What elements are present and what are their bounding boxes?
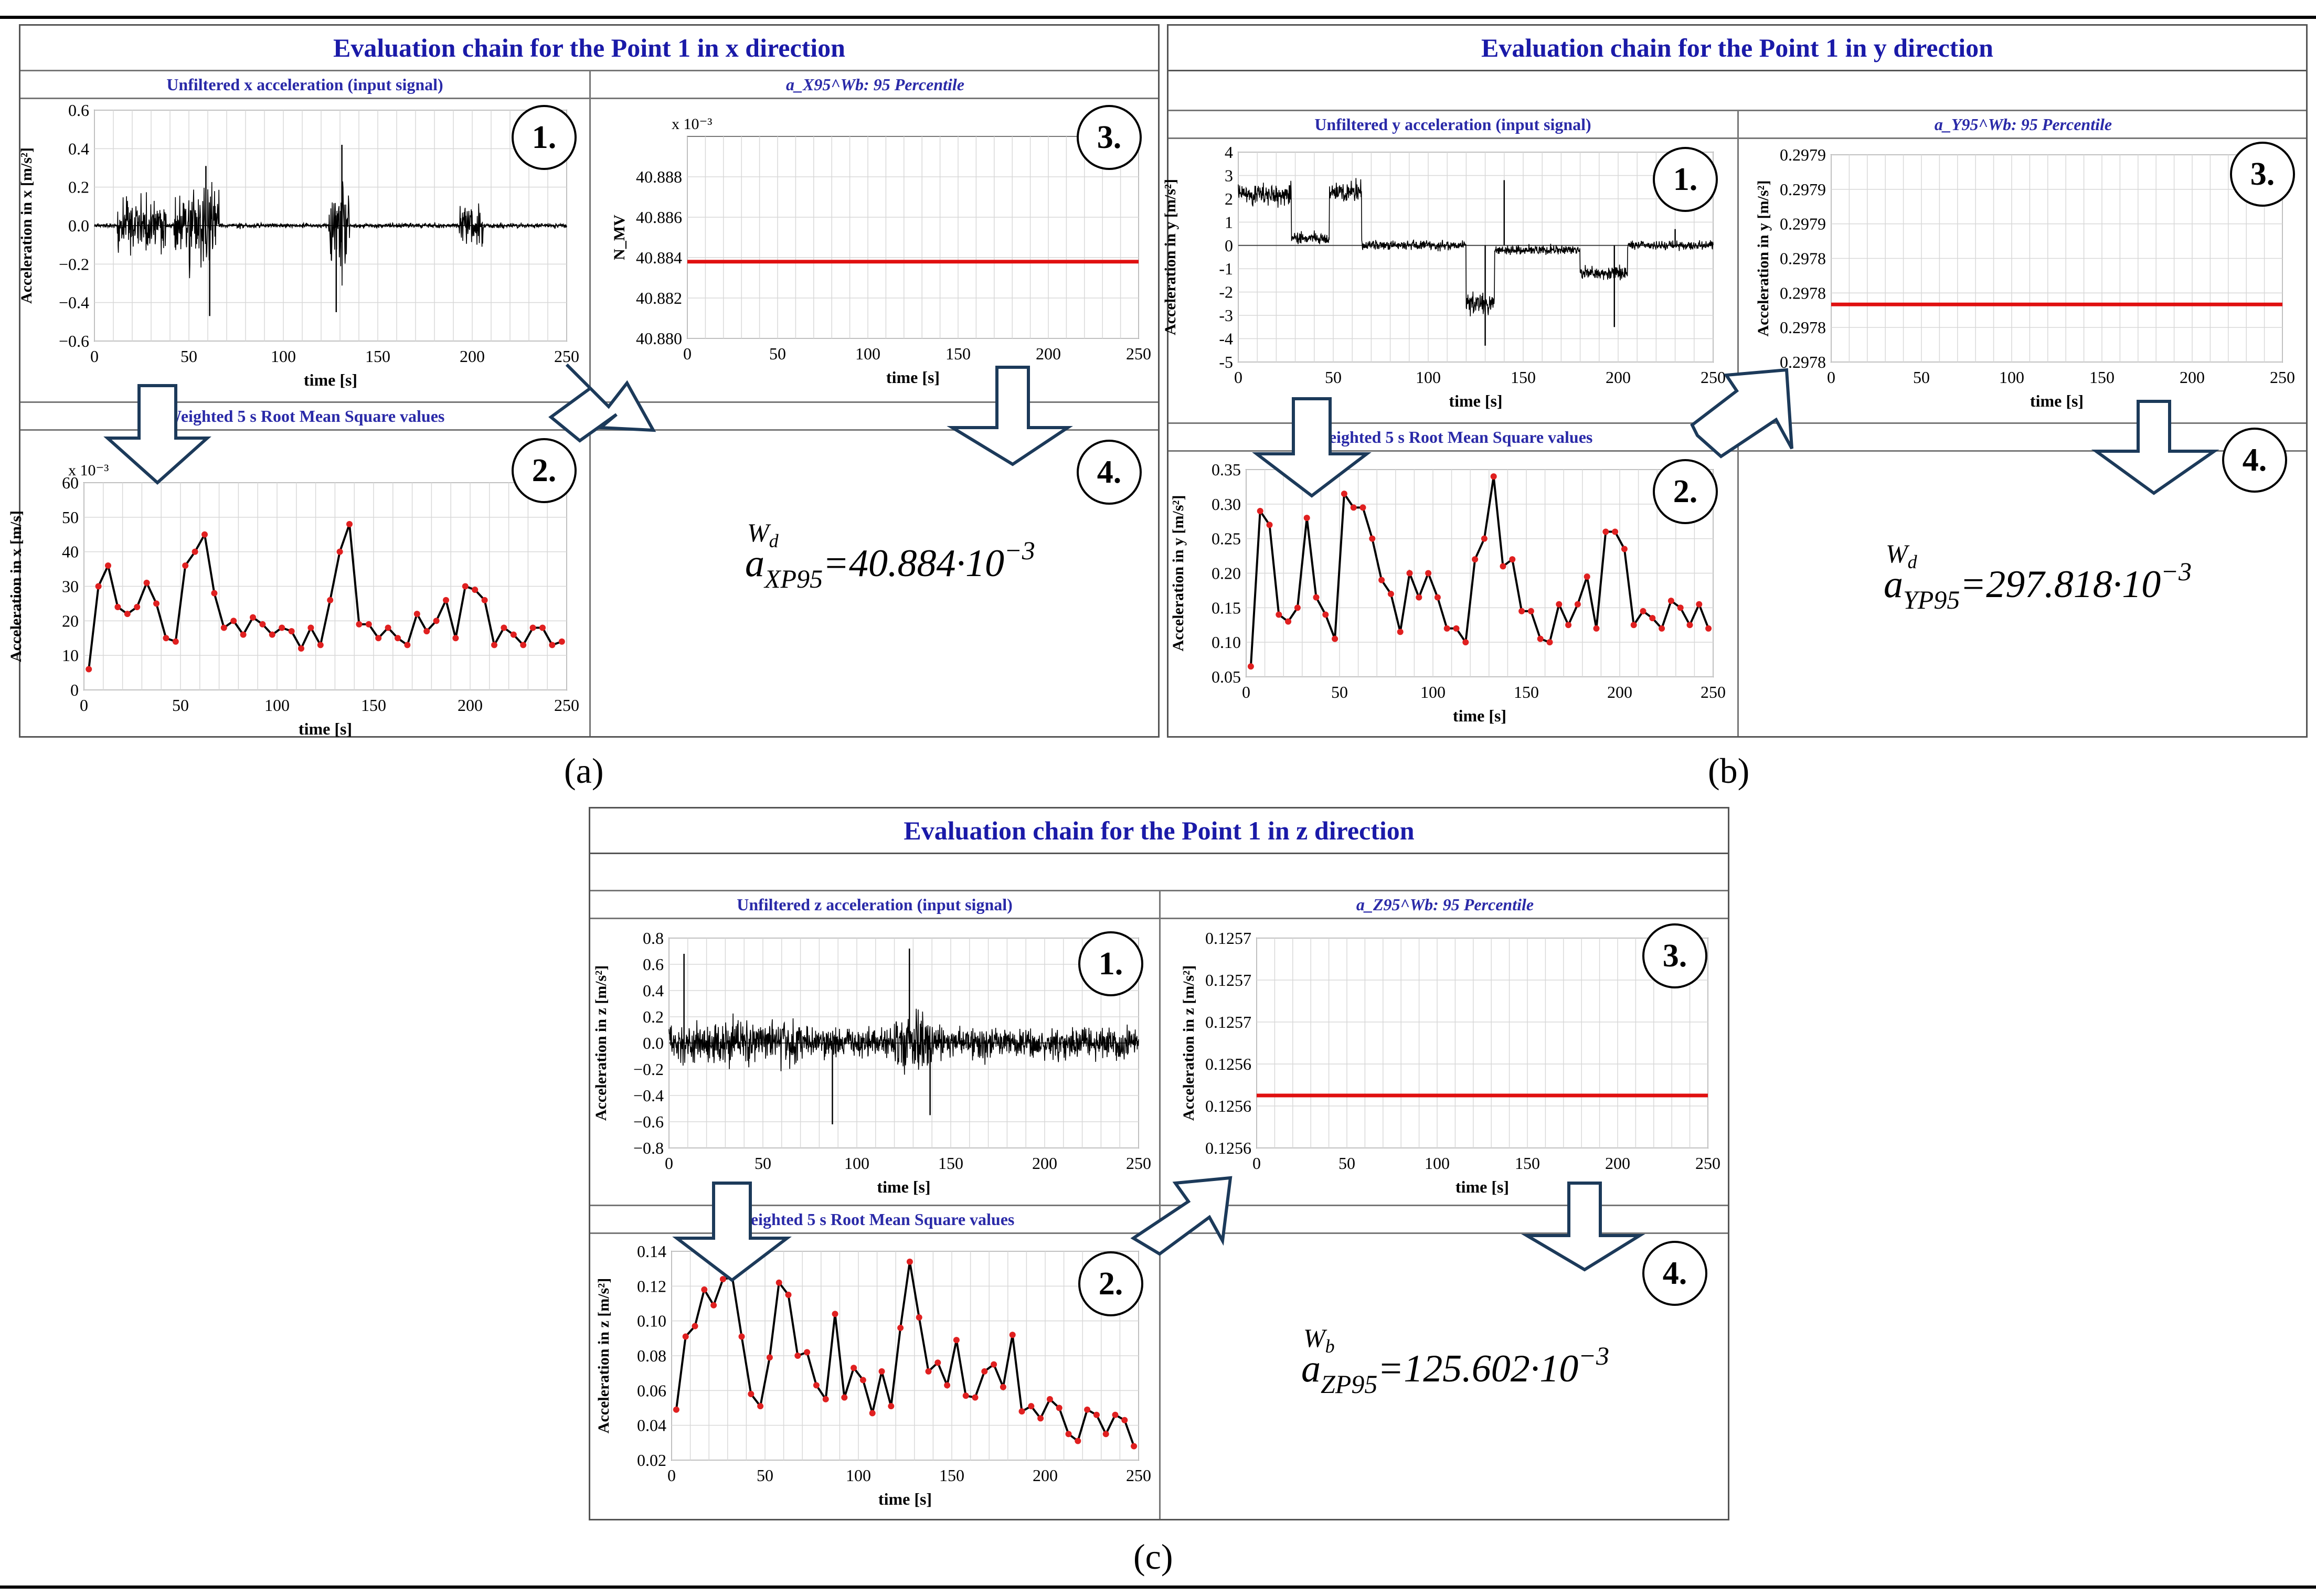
percentile-subtitle: a_Z95^Wb: 95 Percentile <box>1356 895 1534 914</box>
column-divider <box>589 70 591 736</box>
formula-subscript: YP95 <box>1903 585 1960 614</box>
formula-z: a Wb ZP95=125.602·10−3 <box>1301 1323 1610 1399</box>
step-3-badge: 3. <box>2230 142 2295 207</box>
signal-subtitle: Unfiltered z acceleration (input signal) <box>737 895 1013 914</box>
formula-superscript-sub: b <box>1325 1336 1335 1357</box>
panel-title: Evaluation chain for the Point 1 in z di… <box>590 808 1728 854</box>
formula-value: =40.884·10 <box>823 542 1005 585</box>
formula-base: a <box>745 542 764 585</box>
caption-c: (c) <box>1133 1537 1173 1577</box>
formula-subscript: ZP95 <box>1321 1369 1378 1399</box>
column-divider <box>1159 890 1161 1519</box>
signal-subtitle: Unfiltered y acceleration (input signal) <box>1314 115 1591 134</box>
step-1-badge: 1. <box>1078 931 1143 996</box>
rms-subtitle: Weighted 5 s Root Mean Square values <box>1313 428 1593 446</box>
panel-title: Evaluation chain for the Point 1 in x di… <box>20 26 1158 71</box>
formula-value: =297.818·10 <box>1960 563 2161 606</box>
percentile-subtitle: a_Y95^Wb: 95 Percentile <box>1934 115 2112 134</box>
step-2-badge: 2. <box>1653 459 1718 524</box>
panel-c: Evaluation chain for the Point 1 in z di… <box>589 807 1729 1520</box>
formula-superscript: W <box>1886 539 1908 568</box>
formula-exponent: −3 <box>1578 1341 1610 1370</box>
step-3-badge: 3. <box>1642 923 1707 988</box>
formula-exponent: −3 <box>1004 536 1035 565</box>
step-4-badge: 4. <box>2222 428 2287 493</box>
formula-exponent: −3 <box>2161 557 2192 586</box>
step-4-badge: 4. <box>1642 1241 1707 1306</box>
formula-superscript-sub: d <box>769 530 779 551</box>
step-2-badge: 2. <box>512 438 577 503</box>
rms-subtitle: Weighted 5 s Root Mean Square values <box>735 1210 1015 1229</box>
percentile-subtitle: a_X95^Wb: 95 Percentile <box>786 75 964 94</box>
formula-base: a <box>1884 563 1903 606</box>
signal-subtitle: Unfiltered x acceleration (input signal) <box>166 75 443 94</box>
step-2-badge: 2. <box>1078 1251 1143 1316</box>
formula-value: =125.602·10 <box>1377 1347 1579 1390</box>
panel-title: Evaluation chain for the Point 1 in y di… <box>1168 26 2306 71</box>
formula-x: a Wd XP95=40.884·10−3 <box>745 518 1035 594</box>
column-divider <box>1737 110 1739 736</box>
step-3-badge: 3. <box>1077 105 1142 170</box>
formula-superscript-sub: d <box>1907 551 1917 572</box>
bottom-rule <box>0 1586 2316 1589</box>
panel-a: Evaluation chain for the Point 1 in x di… <box>19 24 1160 738</box>
step-1-badge: 1. <box>512 105 577 170</box>
rms-subtitle: Weighted 5 s Root Mean Square values <box>165 407 445 425</box>
panel-b: Evaluation chain for the Point 1 in y di… <box>1167 24 2308 738</box>
formula-base: a <box>1301 1347 1321 1390</box>
caption-a: (a) <box>564 751 604 791</box>
formula-y: a Wd YP95=297.818·10−3 <box>1884 539 2192 615</box>
formula-subscript: XP95 <box>764 564 823 593</box>
step-1-badge: 1. <box>1653 147 1718 212</box>
caption-b: (b) <box>1708 751 1750 791</box>
formula-superscript: W <box>747 518 769 547</box>
formula-superscript: W <box>1303 1323 1325 1353</box>
step-4-badge: 4. <box>1077 440 1142 505</box>
top-rule <box>0 16 2316 19</box>
